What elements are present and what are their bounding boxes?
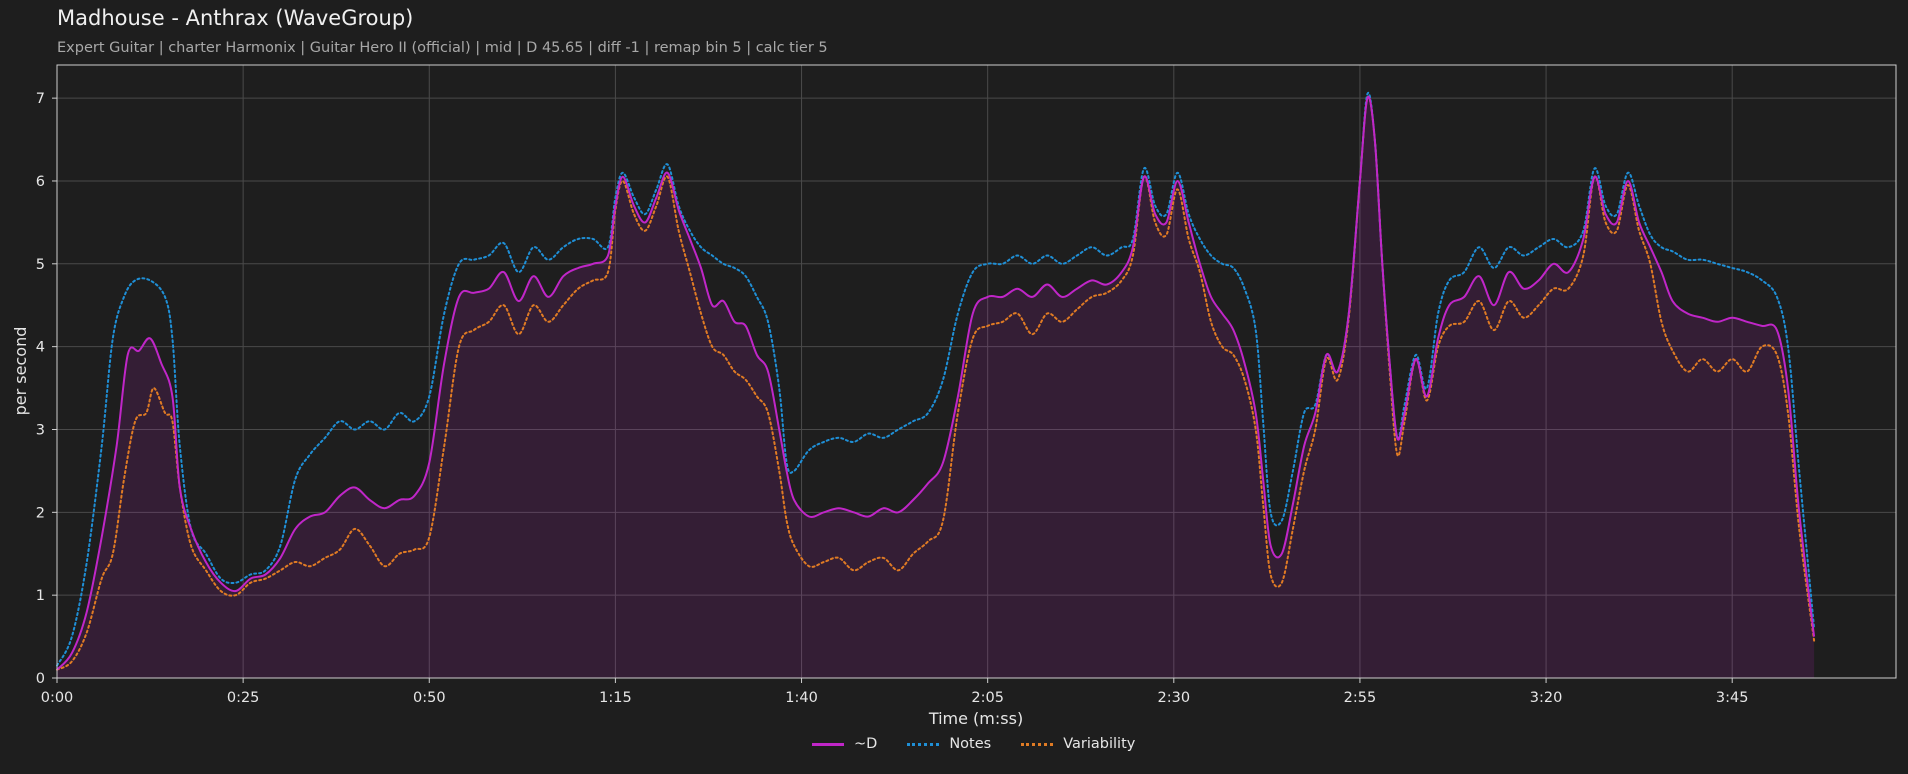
series-layer — [56, 91, 1816, 679]
legend-label-variability: Variability — [1063, 736, 1136, 752]
x-tick-label: 3:45 — [1716, 690, 1749, 706]
series-line-d — [56, 95, 1816, 671]
plot-frame — [56, 64, 1897, 679]
legend-item-variability: Variability — [1021, 736, 1135, 752]
legend-item-d: ~D — [812, 736, 877, 752]
legend-label-notes: Notes — [949, 736, 992, 752]
x-tick-label: 2:55 — [1344, 690, 1377, 706]
x-tick-label: 1:15 — [599, 690, 632, 706]
chart-title: Madhouse - Anthrax (WaveGroup) — [57, 6, 414, 30]
series-line-notes — [56, 91, 1816, 667]
legend-swatch-variability — [1021, 742, 1054, 746]
y-tick-label: 0 — [36, 671, 45, 687]
x-tick-label: 3:20 — [1530, 690, 1563, 706]
chart-legend: ~D Notes Variability — [812, 736, 1135, 752]
y-tick-label: 3 — [36, 422, 45, 438]
legend-swatch-notes — [907, 742, 940, 746]
series-line-variability — [56, 95, 1816, 671]
x-tick-label: 0:25 — [227, 690, 260, 706]
y-tick-label: 6 — [36, 174, 45, 190]
y-axis-label: per second — [11, 327, 30, 416]
x-tick-label: 0:00 — [41, 690, 74, 706]
y-tick-label: 1 — [36, 588, 45, 604]
x-axis-label: Time (m:ss) — [928, 709, 1023, 728]
chart-subtitle: Expert Guitar | charter Harmonix | Guita… — [57, 40, 828, 56]
x-tick-label: 2:05 — [971, 690, 1004, 706]
x-tick-label: 0:50 — [413, 690, 446, 706]
series-d-area — [57, 96, 1815, 679]
y-tick-label: 2 — [36, 505, 45, 521]
x-tick-label: 2:30 — [1158, 690, 1191, 706]
legend-swatch-d — [812, 742, 844, 746]
y-tick-label: 7 — [36, 91, 45, 107]
legend-item-notes: Notes — [907, 736, 991, 752]
y-tick-label: 5 — [36, 257, 45, 273]
x-tick-label: 1:40 — [785, 690, 818, 706]
y-tick-label: 4 — [36, 340, 45, 356]
axis-ticks: 0 1 2 3 4 5 6 7 0:00 0:25 0:50 1:15 1:40 2:05 2:30 2:55… — [36, 91, 1749, 706]
legend-label-d: ~D — [854, 736, 878, 752]
